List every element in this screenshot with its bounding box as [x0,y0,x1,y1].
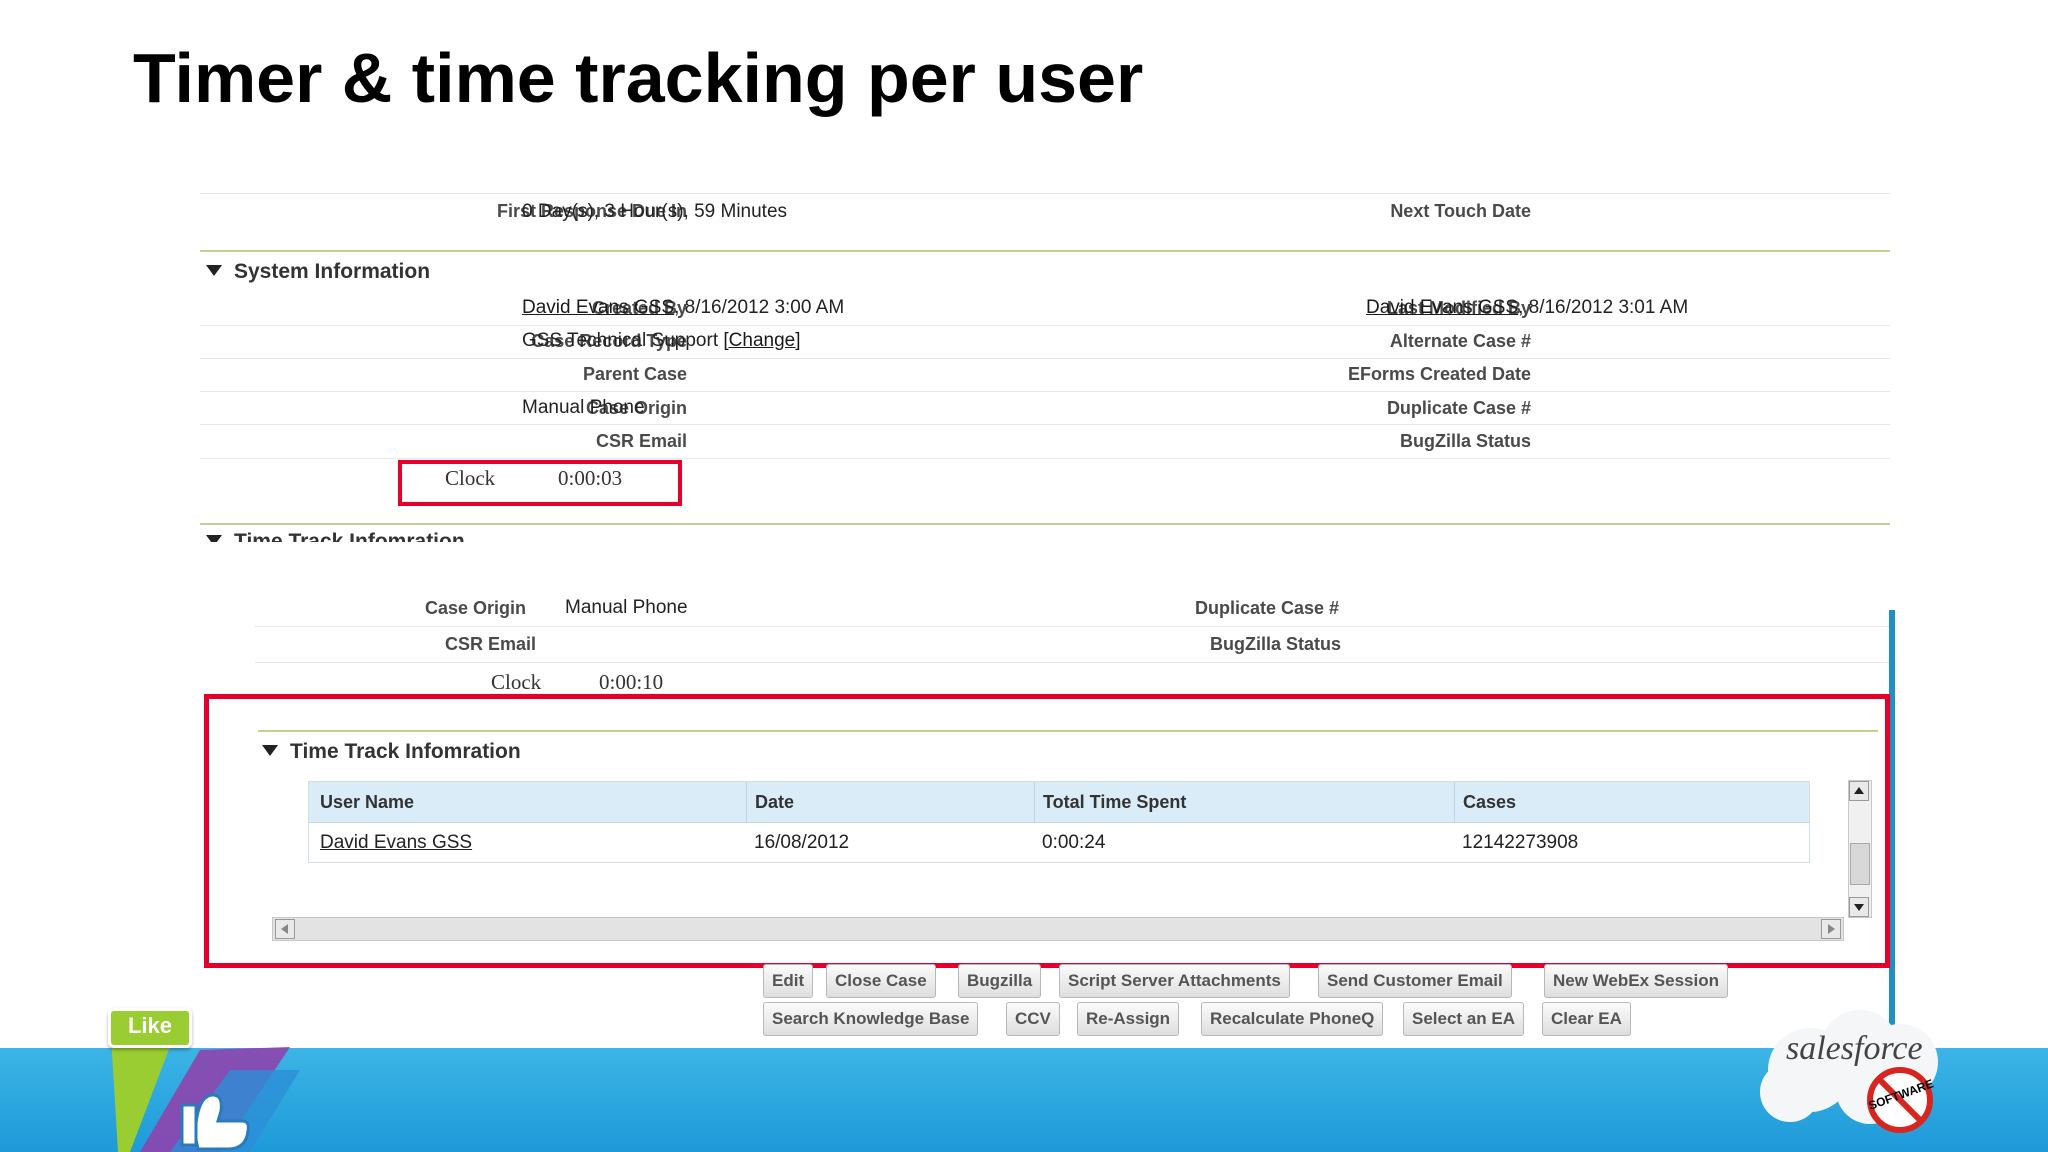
time-track-header[interactable]: Time Track Infomration [262,740,521,764]
parent-case-label: Parent Case [582,364,687,384]
row-cases: 12142273908 [1462,832,1579,853]
scroll-down-icon[interactable] [1849,897,1869,917]
case-origin-partial-value: Manual Phone [565,597,688,618]
case-record-type-text: GSS Technical Support [522,330,719,351]
col-cases[interactable]: Cases [1463,792,1517,812]
close-case-button[interactable]: Close Case [826,964,936,998]
horizontal-scrollbar[interactable] [272,917,1844,941]
like-badge: Like [108,1008,192,1048]
row-divider [200,458,1890,459]
case-record-type-label: Case Record Type [531,331,687,351]
ccv-button[interactable]: CCV [1006,1002,1060,1036]
col-divider [1454,782,1455,822]
scroll-right-icon[interactable] [1821,919,1841,939]
section-rule [200,250,1890,252]
clock-highlight-box [398,460,682,506]
time-track-title-cut: Time Track Infomration [234,530,465,542]
window-edge [1889,610,1895,1050]
re-assign-button[interactable]: Re-Assign [1077,1002,1180,1036]
created-by-value: David Evans GSS, 8/16/2012 3:00 AM [522,297,844,319]
scroll-thumb[interactable] [1850,843,1870,885]
time-track-header-cut: Time Track Infomration [206,530,465,542]
clock-label-lower: Clock [491,670,542,694]
row-divider [200,193,1890,194]
change-link[interactable]: [Change] [723,330,801,351]
footer-band [0,1048,2048,1152]
system-info-title: System Information [234,260,431,283]
send-customer-email-button[interactable]: Send Customer Email [1318,964,1512,998]
case-detail-panel: First Response Due In 0 Day(s), 3 Hour(s… [200,190,1890,542]
bugzilla-status-label: BugZilla Status [1399,431,1531,451]
salesforce-brand: salesforce [1786,1030,1923,1067]
edit-button[interactable]: Edit [763,964,814,998]
csr-email-label-lower: CSR Email [445,634,537,654]
alternate-case-label: Alternate Case # [1389,331,1531,351]
case-origin-value: Manual Phone [522,397,645,418]
row-divider [200,358,1890,359]
eforms-created-label: EForms Created Date [1347,364,1531,384]
first-response-label: First Response Due In [496,201,687,221]
vertical-scrollbar[interactable] [1848,780,1872,918]
case-record-type-value: GSS Technical Support [Change] [522,330,801,352]
next-touch-label: Next Touch Date [1390,201,1531,221]
table-header: User Name Date Total Time Spent Cases [309,782,1809,823]
like-graphic [110,1020,300,1152]
last-modified-user-link[interactable]: David Evans GSS [1366,297,1519,318]
csr-email-label: CSR Email [595,431,687,451]
time-track-title: Time Track Infomration [290,740,521,763]
duplicate-case-label: Duplicate Case # [1386,398,1531,418]
collapse-triangle-icon[interactable] [262,744,278,756]
scroll-left-icon[interactable] [275,919,295,939]
case-origin-label: Case Origin [585,398,687,418]
slide-title: Timer & time tracking per user [133,39,1144,117]
last-modified-label: Last Modified By [1386,298,1531,318]
select-an-ea-button[interactable]: Select an EA [1403,1002,1524,1036]
clock-value: 0:00:03 [558,466,623,490]
created-by-user-link[interactable]: David Evans GSS [522,297,675,318]
clear-ea-button[interactable]: Clear EA [1542,1002,1631,1036]
col-date[interactable]: Date [755,792,795,812]
col-total-time[interactable]: Total Time Spent [1043,792,1187,812]
col-divider [1034,782,1035,822]
col-user-name[interactable]: User Name [320,792,415,812]
last-modified-value: David Evans GSS, 8/16/2012 3:01 AM [1366,297,1688,319]
time-track-highlight-box [204,694,1890,968]
row-divider [200,391,1890,392]
case-origin-partial-label: Case Origin [425,598,527,618]
case-detail-panel-lower: Case Origin Manual Phone Duplicate Case … [255,585,1895,1045]
clock-label: Clock [445,466,496,490]
time-track-table: User Name Date Total Time Spent Cases Da… [308,781,1810,863]
collapse-triangle-icon[interactable] [206,264,222,276]
section-rule [258,730,1878,732]
script-server-attachments-button[interactable]: Script Server Attachments [1059,964,1290,998]
row-divider [255,626,1895,627]
search-knowledge-base-button[interactable]: Search Knowledge Base [763,1002,979,1036]
row-total-time: 0:00:24 [1042,832,1106,853]
system-info-header[interactable]: System Information [206,260,430,284]
section-rule [200,523,1890,525]
collapse-triangle-icon [206,534,222,542]
new-webex-session-button[interactable]: New WebEx Session [1544,964,1728,998]
col-divider [746,782,747,822]
row-user-link[interactable]: David Evans GSS [320,832,473,853]
last-modified-date: , 8/16/2012 3:01 AM [1518,297,1689,318]
no-software-icon [1867,1067,1933,1133]
bugzilla-status-label-lower: BugZilla Status [1210,634,1342,654]
row-date: 16/08/2012 [754,832,850,853]
bugzilla-button[interactable]: Bugzilla [958,964,1042,998]
scroll-up-icon[interactable] [1849,781,1869,801]
created-by-date: , 8/16/2012 3:00 AM [674,297,845,318]
row-divider [200,424,1890,425]
row-divider [200,325,1890,326]
duplicate-partial-label: Duplicate Case # [1195,598,1340,618]
first-response-value: 0 Day(s), 3 Hour(s), 59 Minutes [522,201,788,222]
recalculate-phoneq-button[interactable]: Recalculate PhoneQ [1201,1002,1384,1036]
row-divider [255,662,1895,663]
clock-value-lower: 0:00:10 [599,670,664,694]
created-by-label: Created By [591,298,687,318]
